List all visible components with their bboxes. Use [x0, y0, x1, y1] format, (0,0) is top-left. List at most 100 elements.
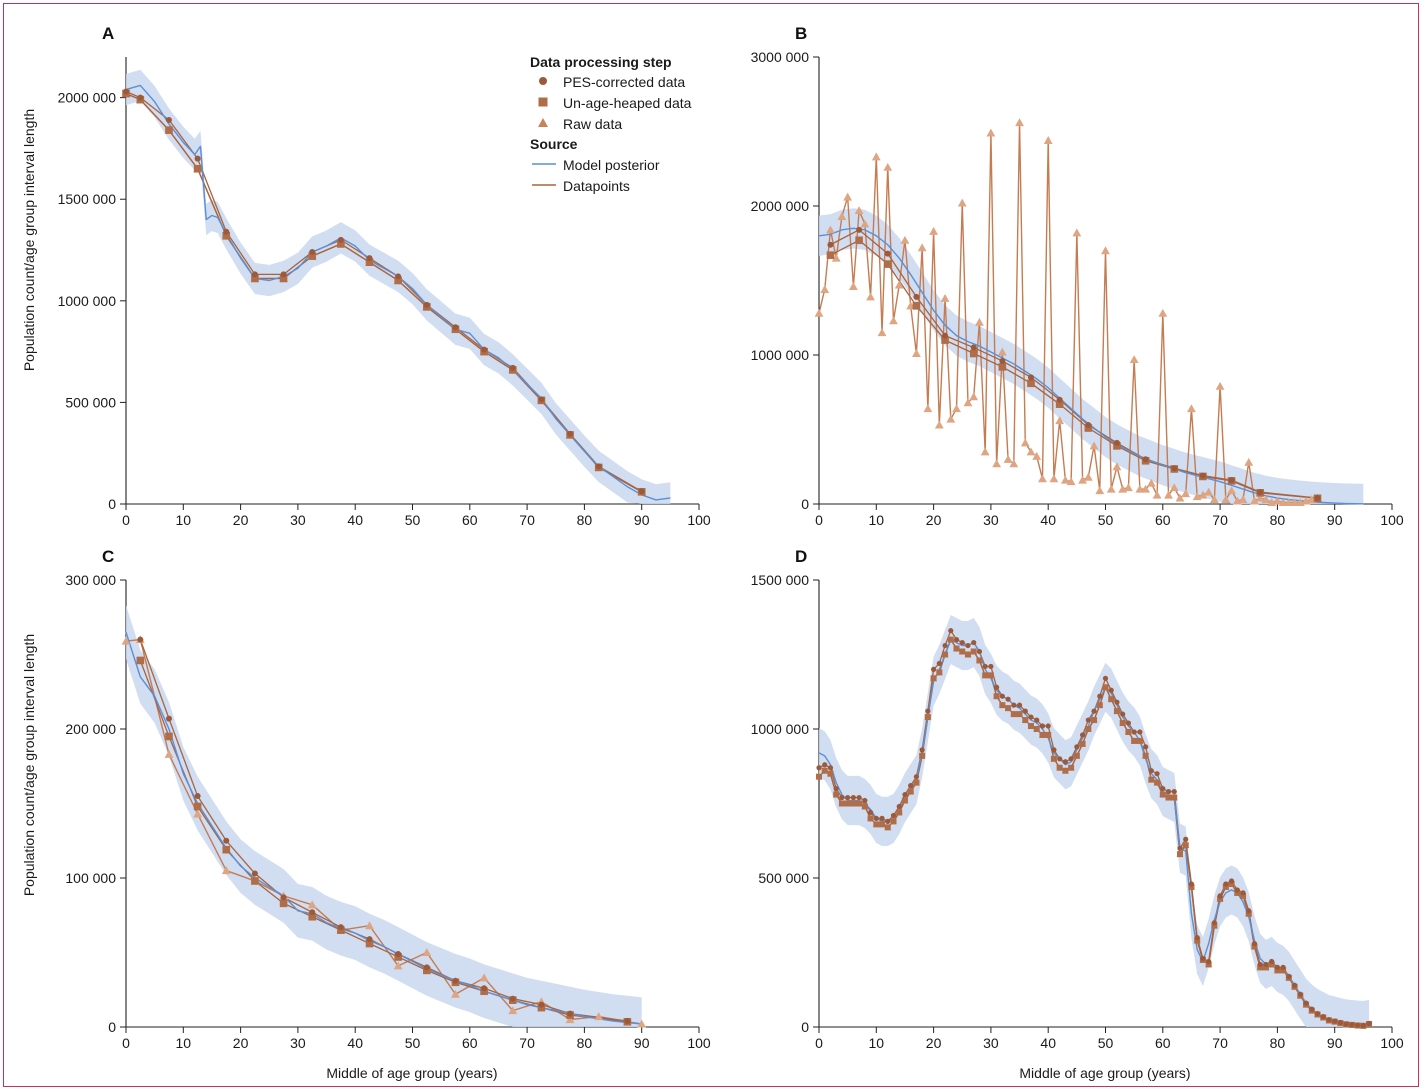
pes-point	[1360, 1022, 1366, 1029]
pes-point	[567, 1010, 574, 1017]
y-tick-label: 1000 000	[58, 293, 117, 309]
pes-point	[1263, 961, 1269, 968]
pes-point	[1217, 893, 1223, 899]
pes-point	[1355, 1022, 1361, 1028]
pes-point	[1016, 702, 1023, 708]
raw-point	[940, 293, 950, 302]
pes-point	[1223, 881, 1229, 887]
pes-point	[223, 228, 230, 235]
unheaped-point	[1171, 794, 1178, 801]
figure-frame	[3, 3, 1419, 1087]
pes-point	[366, 936, 373, 943]
raw-point	[900, 235, 910, 244]
pes-point	[481, 985, 488, 992]
unheaped-point	[855, 236, 863, 245]
raw-point	[1089, 441, 1099, 450]
raw-point	[422, 948, 432, 957]
x-tick-label: 90	[1327, 512, 1343, 528]
unheaped-point	[969, 349, 978, 358]
pes-point	[982, 663, 988, 670]
raw-point	[969, 392, 979, 401]
unheaped-point	[816, 773, 822, 780]
pes-point	[366, 255, 373, 262]
pes-point	[1314, 1010, 1321, 1017]
pes-point	[839, 794, 845, 801]
x-tick-label: 30	[290, 1035, 306, 1051]
y-tick-label: 3000 000	[751, 49, 810, 65]
unheaped-point	[1108, 696, 1115, 703]
unheaped-point	[947, 636, 954, 643]
x-tick-label: 0	[122, 512, 130, 528]
raw-point	[1164, 490, 1173, 499]
legend-model-label: Model posterior	[563, 157, 660, 173]
unheaped-point	[987, 672, 994, 679]
unheaped-point	[844, 800, 851, 807]
y-tick-label: 1000 000	[751, 721, 810, 737]
unheaped-point	[365, 258, 374, 267]
x-tick-label: 60	[462, 1035, 478, 1051]
unheaped-point	[1176, 851, 1183, 858]
unheaped-point	[913, 779, 920, 786]
unheaped-point	[1148, 776, 1155, 783]
y-tick-label: 1000 000	[751, 347, 810, 363]
unheaped-point	[827, 770, 834, 777]
panel-label: B	[795, 24, 807, 43]
raw-point	[1261, 495, 1271, 504]
pes-point	[1303, 1000, 1309, 1006]
raw-point	[1009, 459, 1019, 468]
pes-point	[337, 924, 344, 931]
unheaped-point	[1113, 708, 1120, 715]
unheaped-point	[279, 274, 288, 283]
pes-point	[1280, 964, 1286, 971]
x-tick-label: 40	[1040, 512, 1056, 528]
legend-datapoints-label: Datapoints	[563, 178, 630, 194]
x-tick-label: 100	[687, 1035, 711, 1051]
raw-point	[1175, 493, 1185, 502]
pes-point	[1206, 958, 1212, 965]
panel-label: A	[102, 24, 114, 43]
pes-point	[223, 837, 230, 844]
raw-point	[1055, 416, 1065, 425]
pes-point	[885, 818, 891, 824]
raw-point	[1095, 486, 1105, 495]
unheaped-point	[1262, 964, 1269, 971]
unheaped-point	[826, 251, 835, 259]
pes-point	[595, 463, 602, 470]
raw-point	[1083, 472, 1093, 481]
x-tick-label: 100	[687, 512, 711, 528]
unheaped-point	[337, 240, 345, 248]
unheaped-point	[930, 675, 937, 682]
pes-point	[1332, 1018, 1338, 1024]
unheaped-point	[942, 651, 949, 658]
raw-point	[1204, 487, 1214, 496]
pes-point	[123, 88, 129, 95]
pes-point	[1085, 422, 1092, 429]
unheaped-point	[1159, 791, 1166, 798]
unheaped-point	[941, 336, 949, 344]
raw-point	[1112, 462, 1122, 471]
pes-point	[953, 637, 960, 643]
pes-point	[827, 765, 834, 771]
raw-point	[1227, 486, 1236, 495]
pes-point	[919, 747, 925, 753]
pes-point	[1349, 1022, 1355, 1028]
unheaped-point	[193, 164, 202, 173]
pes-point	[1034, 717, 1040, 723]
panel-label: C	[102, 547, 114, 566]
unheaped-point	[1268, 961, 1275, 968]
pes-point	[1131, 729, 1137, 735]
pes-point	[1309, 1006, 1315, 1012]
x-tick-label: 90	[634, 1035, 650, 1051]
raw-point	[854, 206, 864, 214]
panel-b: B 0 10 20 30 40 50 60 70 80 90 100 0 1000 000 2000 000…	[751, 24, 1404, 528]
pes-point	[309, 249, 316, 256]
unheaped-point	[365, 939, 374, 948]
unheaped-point	[1188, 883, 1195, 890]
unheaped-point	[1022, 717, 1029, 724]
pes-point	[1171, 788, 1177, 795]
raw-point	[1244, 457, 1254, 466]
raw-point	[866, 292, 875, 301]
unheaped-point	[1136, 737, 1143, 744]
unheaped-point	[1027, 379, 1035, 388]
x-tick-label: 10	[869, 1035, 885, 1051]
